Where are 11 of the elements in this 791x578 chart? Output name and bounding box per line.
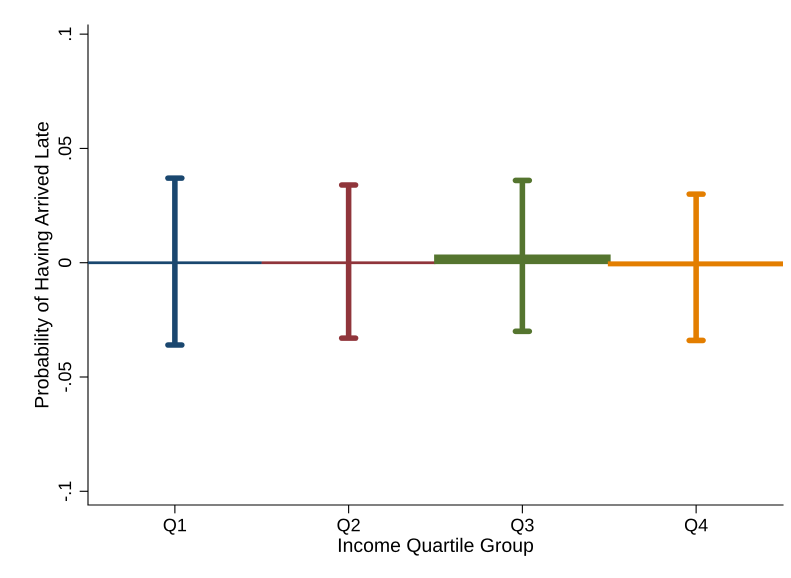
y-axis-title: Probability of Having Arrived Late (34, 122, 52, 408)
y-tick-label: .05 (58, 136, 72, 160)
x-tick-label: Q3 (511, 518, 534, 535)
x-tick-label: Q2 (337, 518, 360, 535)
x-axis-title: Income Quartile Group (338, 538, 534, 556)
y-tick-label: .1 (58, 27, 72, 40)
y-tick-label: 0 (58, 258, 72, 268)
x-tick-label: Q1 (164, 518, 186, 535)
y-tick-label: -.1 (58, 482, 72, 502)
x-tick-label: Q4 (684, 518, 708, 535)
y-tick-label: -.05 (58, 362, 72, 392)
